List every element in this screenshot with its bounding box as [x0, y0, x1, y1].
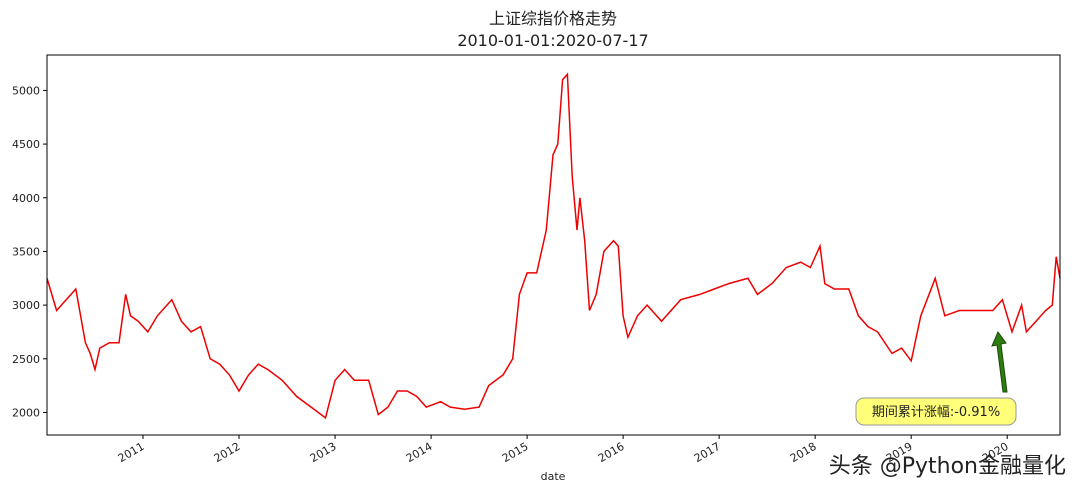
y-tick-label: 4500: [12, 138, 40, 151]
chart-subtitle: 2010-01-01:2020-07-17: [457, 31, 648, 50]
y-tick-label: 2000: [12, 406, 40, 419]
plot-frame: [46, 54, 1061, 436]
watermark: 头条 @Python金融量化: [829, 454, 1066, 479]
price-line: [46, 72, 1061, 420]
x-tick-label: 2016: [596, 440, 627, 465]
y-tick-label: 4000: [12, 192, 40, 205]
y-tick-label: 5000: [12, 84, 40, 97]
x-tick-label: 2013: [308, 440, 339, 465]
x-tick-label: 2014: [404, 440, 435, 465]
x-tick-label: 2017: [692, 440, 723, 465]
x-tick-label: 2018: [788, 440, 819, 465]
x-tick-label: 2011: [116, 440, 147, 465]
y-tick-label: 2500: [12, 353, 40, 366]
x-tick-label: 2015: [500, 440, 531, 465]
y-tick-label: 3000: [12, 299, 40, 312]
annotation: 期间累计涨幅:-0.91%: [872, 405, 1000, 420]
y-tick-label: 3500: [12, 245, 40, 258]
chart-title: 上证综指价格走势: [489, 9, 617, 28]
x-tick-label: 2012: [212, 440, 243, 465]
annotation-arrow: [991, 330, 1008, 393]
x-axis-label: date: [541, 470, 566, 483]
annotation-box: [855, 397, 1017, 426]
